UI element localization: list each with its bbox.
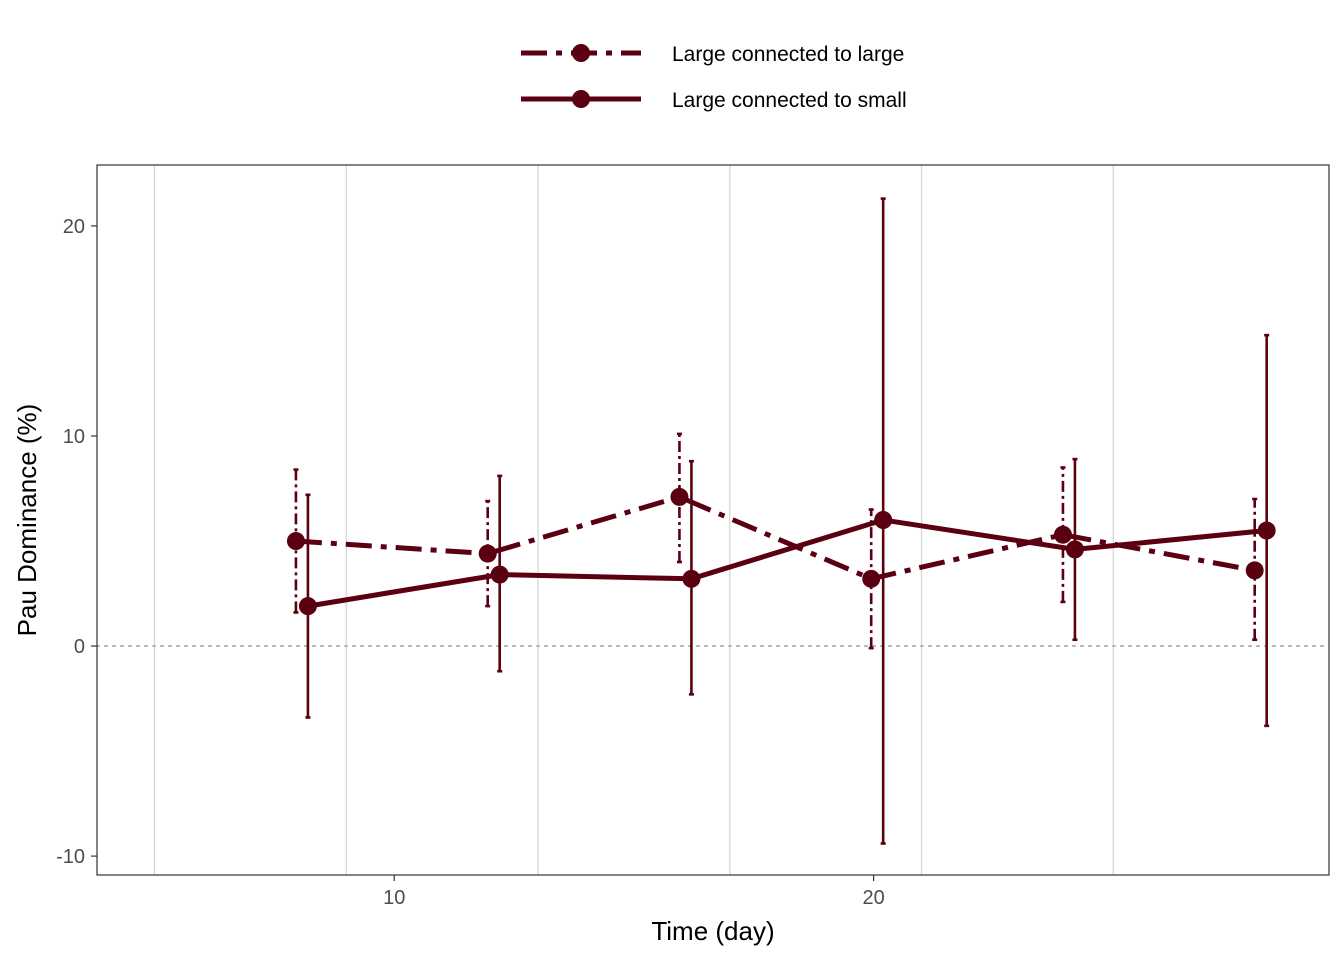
x-axis: 10 20 [383,875,885,909]
legend-marker [572,90,590,108]
series-2 [298,197,1276,845]
data-point [1257,521,1276,540]
series-line [295,494,1256,582]
y-tick-label: -10 [56,846,85,868]
y-tick-label: 10 [63,426,85,448]
y-tick-label: 20 [63,216,85,238]
y-axis: -10 0 10 20 [56,216,97,868]
data-point [862,569,881,588]
data-point [682,569,701,588]
y-axis-title: Pau Dominance (%) [12,404,42,637]
series-1 [286,432,1264,650]
data-point [478,544,497,563]
legend-key-1 [521,44,641,62]
legend-label: Large connected to large [672,43,904,66]
x-axis-title: Time (day) [651,916,774,946]
data-point [1053,525,1072,544]
series-line [307,517,1267,609]
data-point [874,511,893,529]
legend: Large connected to large Large connected … [521,43,907,112]
y-tick-label: 0 [74,636,85,658]
data-point [490,565,509,584]
data-point [286,532,305,551]
x-tick-label: 10 [383,887,405,909]
x-tick-label: 20 [862,887,884,909]
data-point [298,597,317,616]
legend-label: Large connected to small [672,89,907,112]
data-point [1065,540,1084,559]
series-layer [286,197,1276,845]
legend-key-2 [521,90,641,108]
data-point [1245,561,1264,580]
gridlines [153,165,1114,875]
plot-panel-border [96,164,1330,876]
data-point [670,487,689,506]
legend-marker [572,44,590,62]
